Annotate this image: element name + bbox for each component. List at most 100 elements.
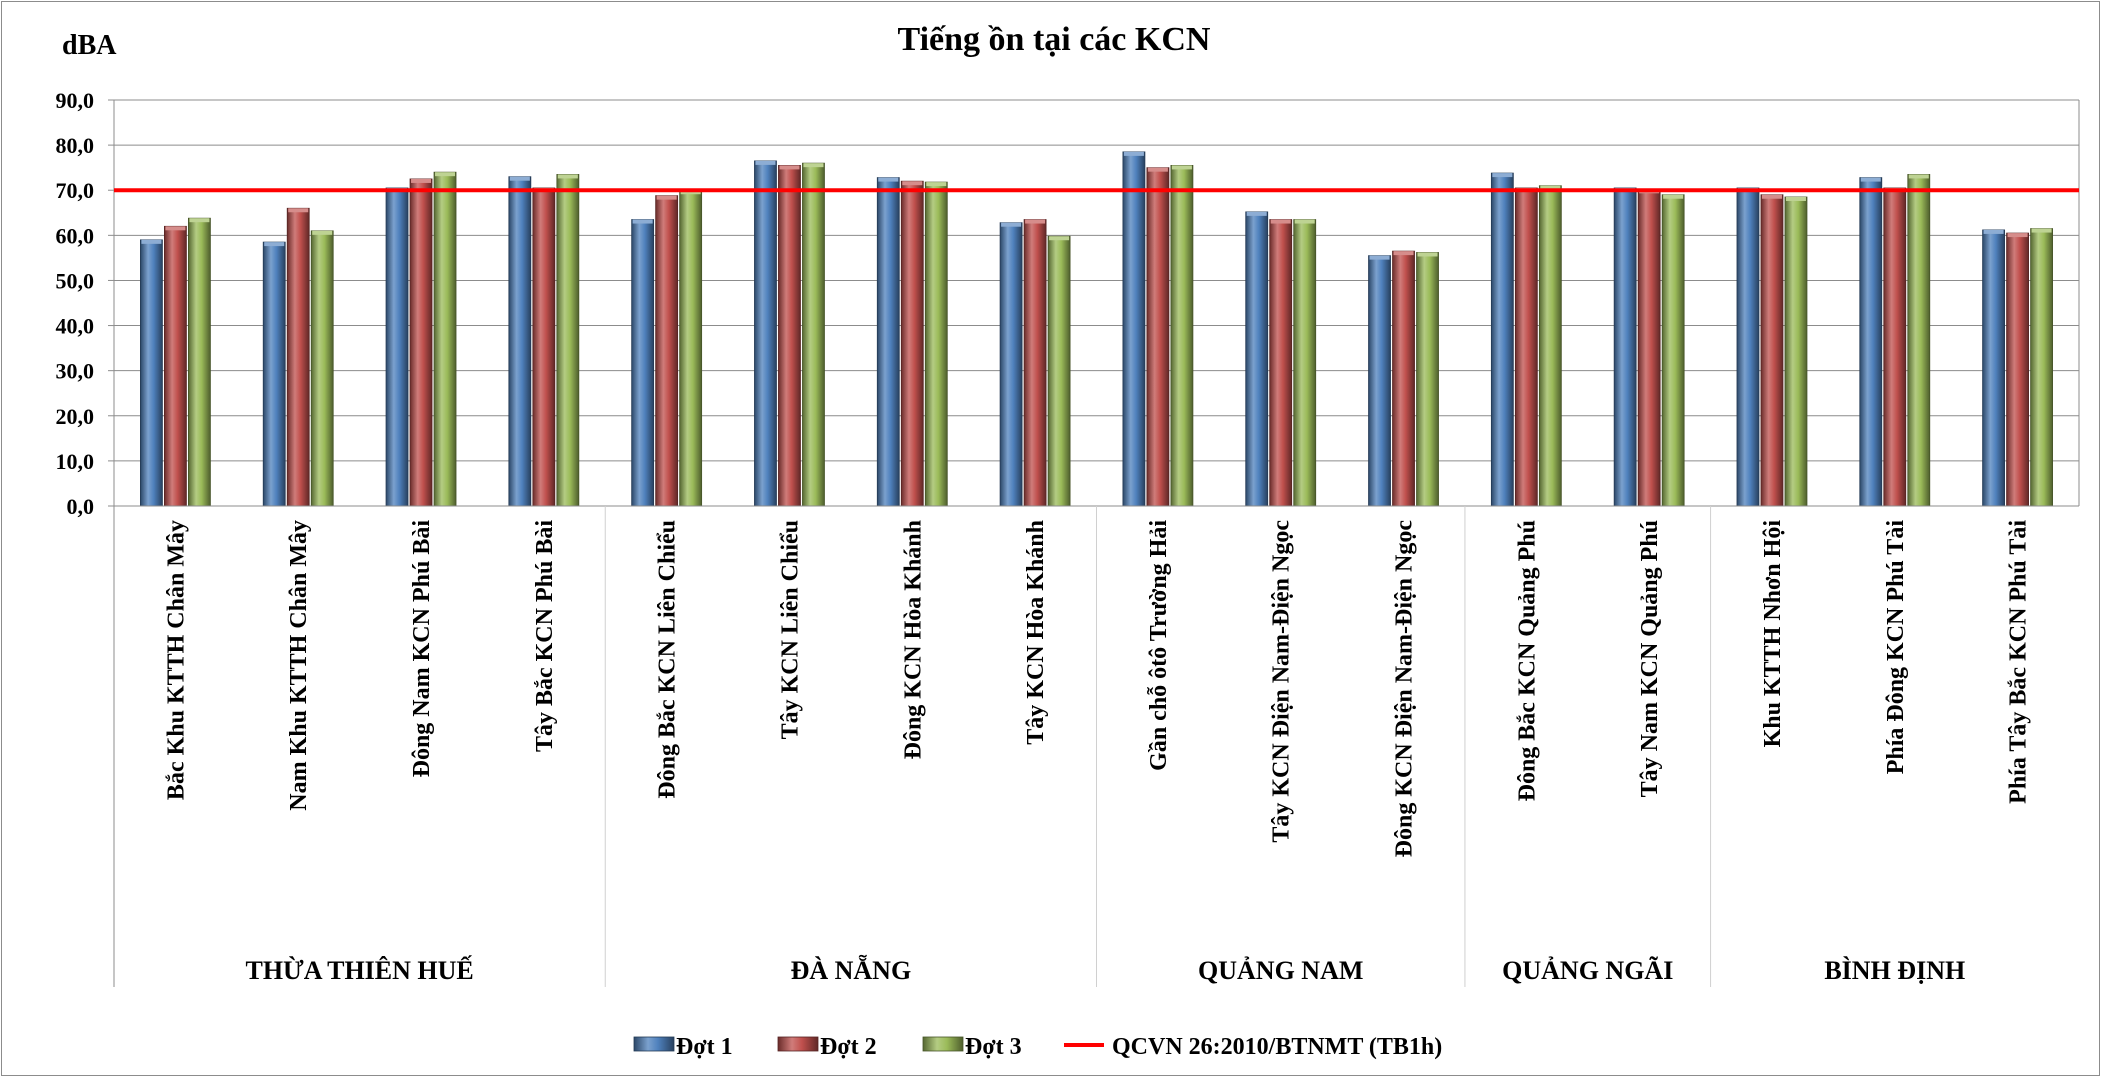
category-label: Đông KCN Hòa Khánh: [900, 520, 926, 759]
legend: Đợt 1 Đợt 2 Đợt 3 QCVN 26:2010/BTNMT (TB1h): [633, 1034, 1442, 1060]
bar: [1538, 185, 1562, 507]
y-tick-label: 10,0: [56, 449, 95, 474]
bar-top-bevel: [2031, 228, 2052, 233]
bar-top-bevel: [288, 208, 309, 213]
category-label: Tây KCN Liên Chiểu: [777, 520, 803, 739]
bar: [409, 178, 433, 507]
y-tick-label: 60,0: [56, 223, 95, 248]
bar-top-bevel: [509, 176, 530, 181]
bar: [1784, 196, 1808, 507]
category-label: Bắc Khu KTTH Chân Mây: [163, 520, 189, 800]
category-label: Gần chỗ ôtô Trường Hải: [1146, 520, 1172, 771]
bar: [778, 165, 801, 507]
bar-top-bevel: [1049, 236, 1070, 241]
y-tick-label: 90,0: [56, 88, 95, 113]
bar: [1269, 219, 1293, 507]
bar-top-bevel: [2007, 233, 2028, 238]
bar: [286, 207, 310, 507]
bar: [1368, 255, 1391, 507]
y-tick-label: 0,0: [67, 494, 95, 519]
bar-top-bevel: [755, 160, 776, 165]
bar-top-bevel: [1001, 222, 1022, 227]
bar: [1122, 151, 1146, 507]
y-tick-labels: 0,0 10,0 20,0 30,0 40,0 50,0 60,0 70,0 80,0 90,0: [56, 88, 95, 519]
bar: [999, 222, 1023, 507]
bar: [924, 181, 948, 507]
legend-swatch: [922, 1036, 964, 1052]
bar-top-bevel: [1492, 173, 1513, 178]
bar: [2030, 228, 2053, 507]
bar: [802, 162, 825, 507]
y-tick-label: 70,0: [56, 178, 95, 203]
bar-top-bevel: [1417, 252, 1438, 257]
bar: [188, 217, 211, 507]
bar: [631, 219, 655, 507]
group-label: BÌNH ĐỊNH: [1824, 956, 1965, 985]
bar-top-bevel: [435, 172, 456, 177]
category-label: Phía Đông KCN Phú Tài: [1883, 520, 1909, 775]
bar-top-bevel: [264, 242, 285, 247]
bar: [655, 195, 679, 507]
bar-top-bevel: [656, 195, 677, 200]
bar: [1392, 250, 1415, 507]
bar: [1661, 194, 1685, 507]
bar: [1245, 211, 1269, 507]
bar-top-bevel: [1369, 255, 1390, 260]
bar-top-bevel: [632, 219, 653, 224]
bar: [1907, 174, 1931, 507]
legend-label: Đợt 2: [820, 1034, 877, 1060]
bar: [900, 180, 924, 507]
bar-top-bevel: [1983, 229, 2004, 234]
bar-top-bevel: [557, 174, 578, 179]
bar-top-bevel: [165, 226, 186, 231]
bar-top-bevel: [1025, 219, 1046, 224]
bar-top-bevel: [312, 230, 333, 235]
chart-title: Tiếng ồn tại các KCN: [898, 21, 1211, 58]
bar: [262, 241, 286, 507]
bar: [1613, 187, 1637, 507]
bar: [1047, 235, 1071, 507]
bar-top-bevel: [1270, 219, 1291, 224]
bar: [1859, 177, 1883, 507]
bar: [754, 160, 777, 507]
category-label: Tây KCN Hòa Khánh: [1023, 520, 1049, 745]
y-tick-label: 50,0: [56, 268, 95, 293]
y-tick-label: 20,0: [56, 404, 95, 429]
bar-top-bevel: [1171, 165, 1192, 170]
bar-top-bevel: [1123, 151, 1144, 156]
bar-top-bevel: [1393, 251, 1414, 256]
group-label: ĐÀ NẴNG: [791, 955, 912, 985]
category-label: Tây Nam KCN Quảng Phú: [1637, 520, 1663, 797]
bar: [1146, 167, 1170, 507]
bar: [1490, 172, 1514, 507]
category-labels: Bắc Khu KTTH Chân Mây Nam Khu KTTH Chân M…: [163, 520, 2031, 858]
bar-top-bevel: [803, 163, 824, 168]
bar: [1170, 165, 1194, 507]
bar-top-bevel: [902, 181, 923, 186]
bar: [1760, 194, 1784, 507]
bar-top-bevel: [878, 177, 899, 182]
bar: [1416, 252, 1439, 507]
group-label: QUẢNG NGÃI: [1502, 956, 1673, 985]
bar-top-bevel: [1860, 177, 1881, 182]
bar: [679, 189, 703, 507]
bar: [140, 239, 163, 507]
bar-top-bevel: [1540, 185, 1561, 190]
bar: [433, 171, 457, 507]
category-label: Đông Bắc KCN Quảng Phú: [1514, 520, 1540, 801]
y-tick-label: 80,0: [56, 133, 95, 158]
group-label: QUẢNG NAM: [1198, 956, 1363, 985]
category-label: Tây Bắc KCN Phú Bài: [532, 520, 558, 752]
bar-top-bevel: [1147, 167, 1168, 172]
group-label: THỪA THIÊN HUẾ: [245, 956, 473, 985]
legend-swatch: [777, 1036, 819, 1052]
bars: [140, 151, 2053, 507]
legend-label: Đợt 3: [965, 1034, 1022, 1060]
category-label: Khu KTTH Nhơn Hội: [1760, 520, 1786, 748]
category-label: Đông Nam KCN Phú Bài: [409, 520, 435, 778]
bar-top-bevel: [411, 178, 432, 183]
category-label: Đông Bắc KCN Liên Chiểu: [655, 520, 681, 799]
legend-label: Đợt 1: [676, 1034, 733, 1060]
bar-top-bevel: [189, 218, 210, 223]
